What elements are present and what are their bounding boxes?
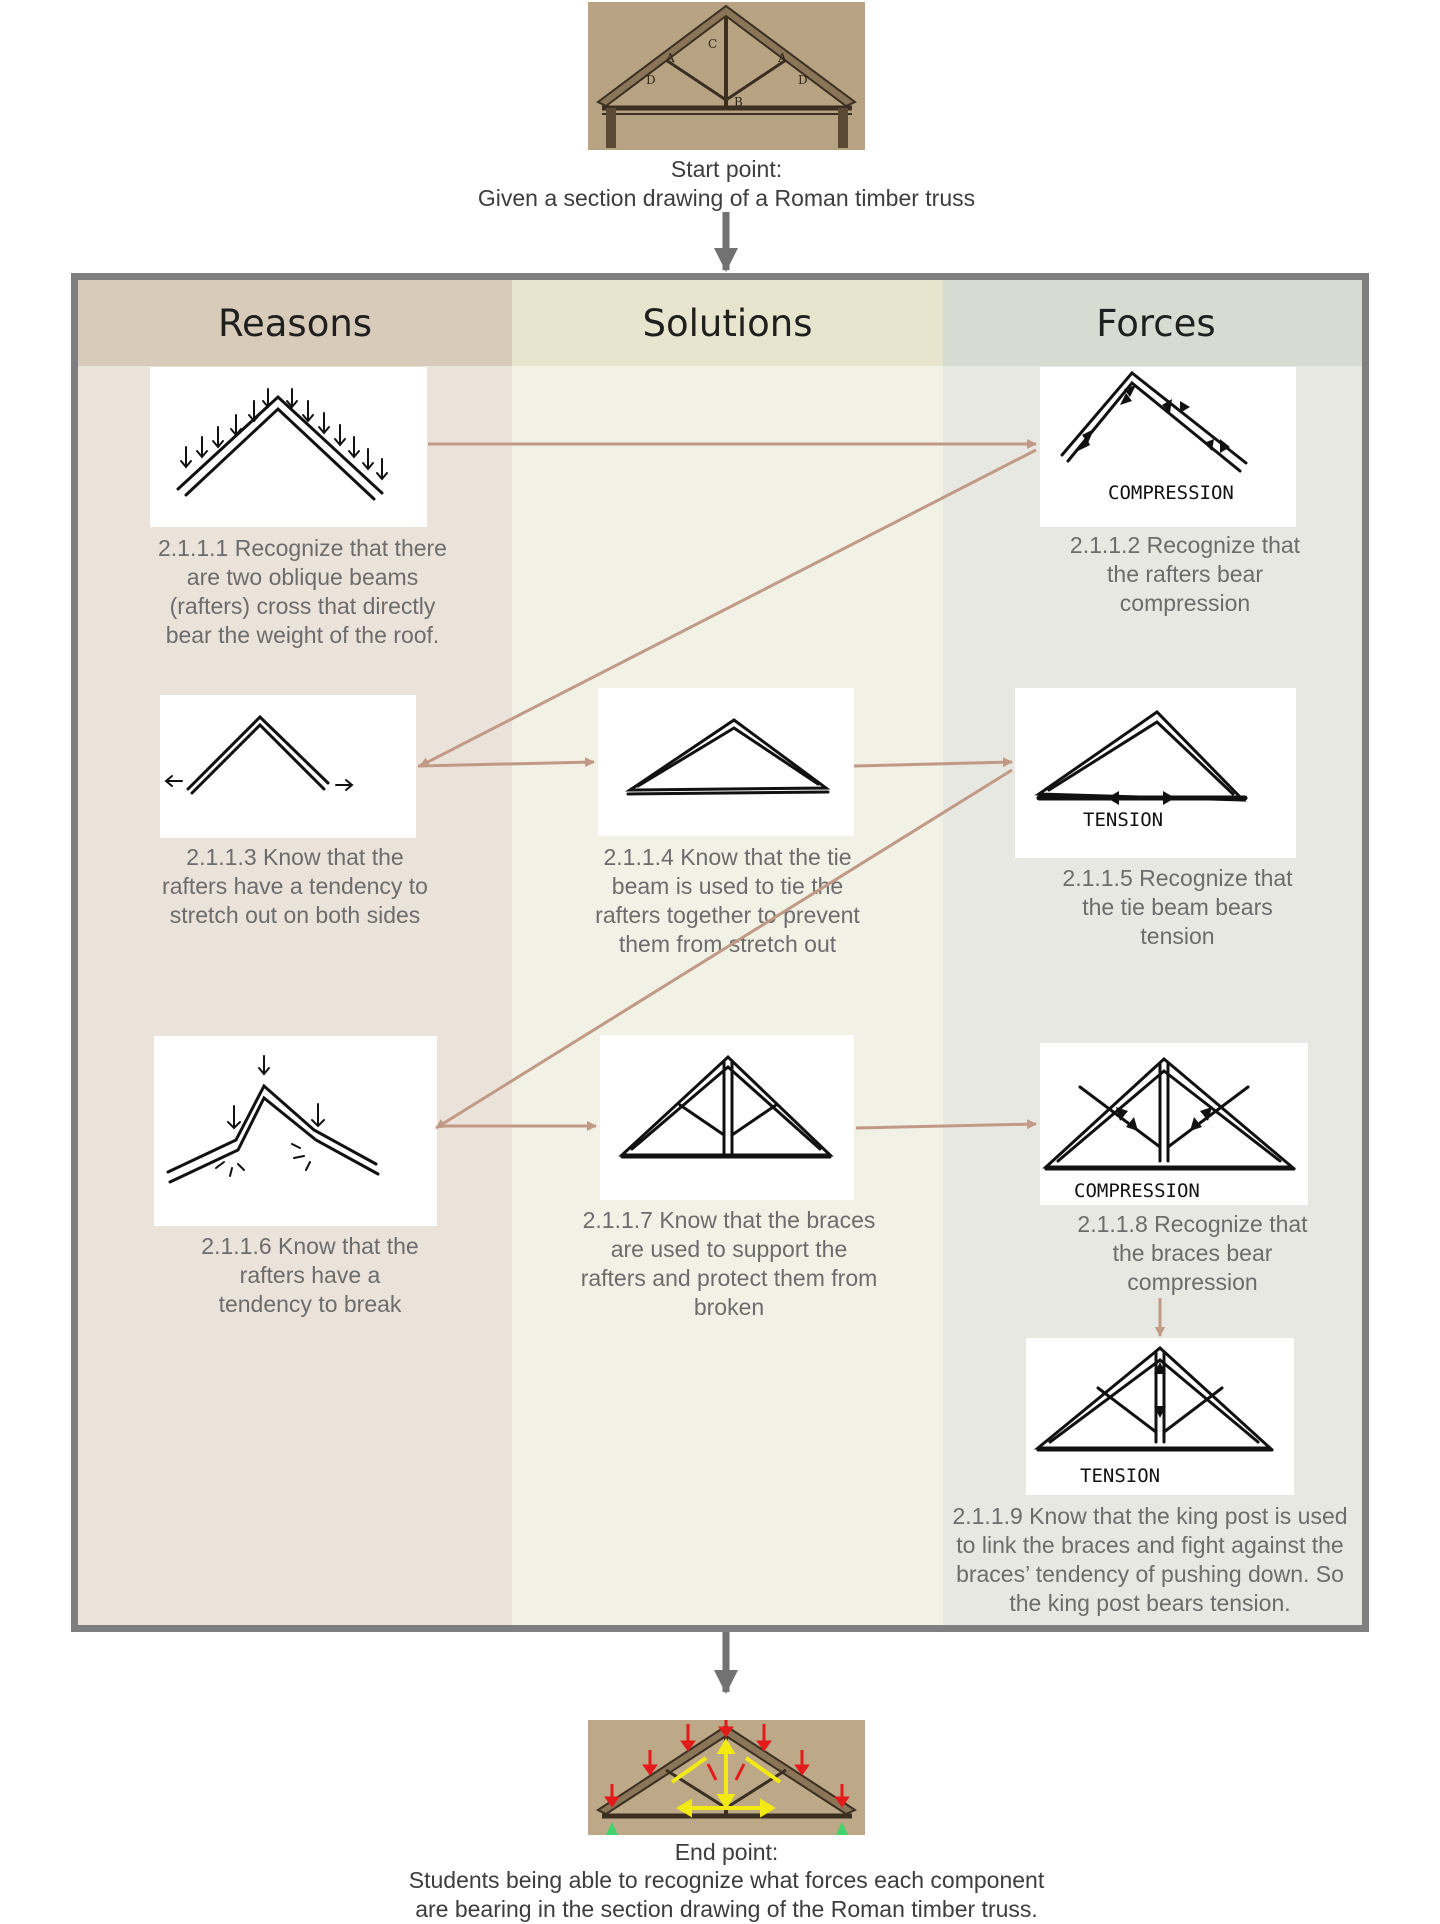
sketch-braces	[600, 1035, 854, 1200]
end-truss-forces-drawing	[588, 1720, 865, 1835]
column-header-solutions: Solutions	[512, 280, 943, 366]
step-2-1-1-2-caption: 2.1.1.2 Recognize that the rafters bear …	[1069, 532, 1301, 616]
step-2-1-1-7-caption: 2.1.1.7 Know that the braces are used to…	[580, 1207, 878, 1320]
compression-label-braces: COMPRESSION	[1074, 1180, 1200, 1202]
photo-letter: C	[708, 37, 717, 51]
column-header-reasons: Reasons	[78, 280, 512, 366]
photo-letter: B	[734, 95, 743, 109]
sketch-king-post-tension: TENSION	[1026, 1338, 1294, 1495]
step-2-1-1-3-caption: 2.1.1.3 Know that the rafters have a ten…	[162, 844, 428, 928]
end-caption-title: End point:	[674, 1839, 779, 1865]
sketch-tie-beam-tension: TENSION	[1015, 688, 1296, 858]
photo-letter: D	[798, 73, 808, 87]
sketch-rafters-stretch	[160, 695, 416, 838]
sketch-rafters-compression: COMPRESSION	[1040, 367, 1296, 527]
step-2-1-1-9-caption: 2.1.1.9 Know that the king post is used …	[952, 1503, 1348, 1616]
sketch-tie-beam	[598, 688, 854, 836]
step-2-1-1-4-caption: 2.1.1.4 Know that the tie beam is used t…	[595, 844, 860, 957]
start-caption-text: Given a section drawing of a Roman timbe…	[477, 185, 976, 211]
step-2-1-1-5-caption: 2.1.1.5 Recognize that the tie beam bear…	[1062, 865, 1293, 949]
start-truss-drawing: A A B C D D	[588, 2, 865, 150]
end-caption-text: Students being able to recognize what fo…	[408, 1867, 1045, 1922]
photo-letter: D	[646, 73, 656, 87]
step-2-1-1-1-caption: 2.1.1.1 Recognize that there are two obl…	[158, 535, 447, 648]
tension-label-king-post: TENSION	[1080, 1465, 1160, 1487]
start-truss-photo: A A B C D D	[588, 2, 865, 150]
photo-letter: A	[665, 51, 675, 65]
photo-letter: A	[777, 51, 787, 65]
sketch-rafters-break	[154, 1036, 437, 1226]
sketch-rafters-load	[150, 367, 427, 527]
start-caption-title: Start point:	[670, 156, 783, 182]
step-2-1-1-8-caption: 2.1.1.8 Recognize that the braces bear c…	[1077, 1211, 1308, 1295]
end-truss-photo	[588, 1720, 865, 1835]
tension-label: TENSION	[1083, 809, 1163, 831]
step-2-1-1-6-caption: 2.1.1.6 Know that the rafters have a ten…	[201, 1233, 419, 1317]
column-header-forces: Forces	[943, 280, 1362, 366]
compression-label: COMPRESSION	[1108, 482, 1234, 504]
sketch-braces-compression: COMPRESSION	[1040, 1043, 1308, 1205]
